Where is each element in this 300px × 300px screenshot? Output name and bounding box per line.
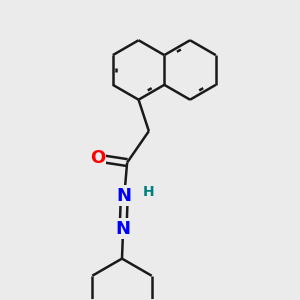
- Text: N: N: [117, 187, 132, 205]
- Text: O: O: [90, 149, 105, 167]
- Text: H: H: [142, 185, 154, 199]
- Text: N: N: [116, 220, 130, 238]
